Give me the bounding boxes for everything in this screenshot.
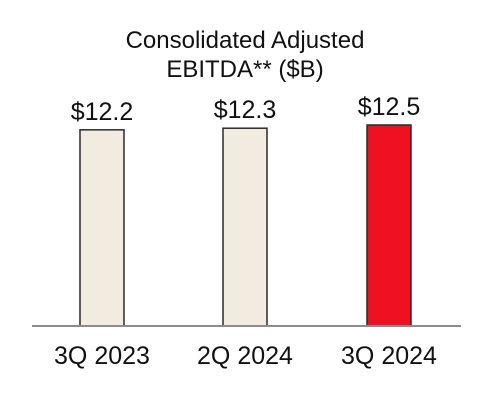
chart-title-line-1: Consolidated Adjusted <box>126 27 365 54</box>
x-tick-label: 2Q 2024 <box>197 342 293 370</box>
ticks-group: 3Q 2023 2Q 2024 3Q 2024 <box>54 342 437 370</box>
x-tick-label: 3Q 2024 <box>341 342 437 370</box>
x-tick-label: 3Q 2023 <box>54 342 150 370</box>
bar-2q-2024 <box>222 127 268 327</box>
labels-group: $12.2 $12.3 $12.5 <box>71 93 421 126</box>
value-label: $12.5 <box>358 93 421 121</box>
bars-group <box>79 124 412 327</box>
value-label: $12.2 <box>71 98 134 126</box>
chart-title-line-2: EBITDA** ($B) <box>166 56 323 83</box>
bar-3q-2024 <box>366 124 412 327</box>
value-label: $12.3 <box>214 96 277 124</box>
bar-3q-2023 <box>79 129 125 327</box>
